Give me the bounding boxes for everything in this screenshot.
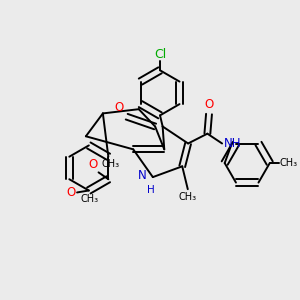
Text: NH: NH	[224, 137, 242, 150]
Text: CH₃: CH₃	[280, 158, 298, 168]
Text: Cl: Cl	[154, 47, 166, 61]
Text: O: O	[67, 186, 76, 199]
Text: O: O	[115, 101, 124, 114]
Text: CH₃: CH₃	[101, 159, 120, 170]
Text: CH₃: CH₃	[80, 194, 98, 204]
Text: O: O	[204, 98, 214, 111]
Text: N: N	[138, 169, 147, 182]
Text: CH₃: CH₃	[179, 192, 197, 202]
Text: H: H	[147, 185, 155, 195]
Text: O: O	[88, 158, 98, 171]
